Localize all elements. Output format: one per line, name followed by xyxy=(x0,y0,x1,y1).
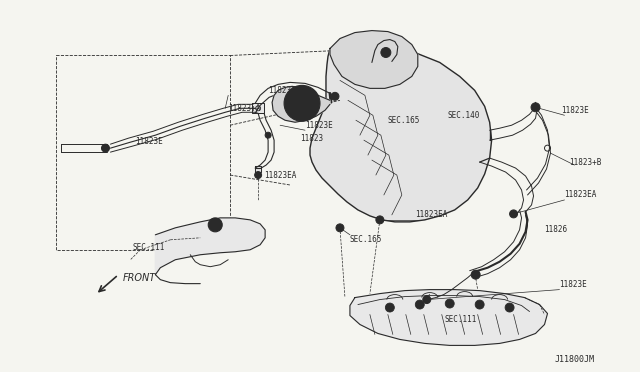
Text: 11823+A: 11823+A xyxy=(228,104,260,113)
Circle shape xyxy=(284,86,320,121)
Polygon shape xyxy=(156,218,265,275)
Circle shape xyxy=(423,296,431,304)
Text: 11826: 11826 xyxy=(545,225,568,234)
Circle shape xyxy=(445,299,454,308)
Text: 11823E: 11823E xyxy=(136,137,163,146)
Text: 11823E: 11823E xyxy=(561,106,589,115)
Polygon shape xyxy=(330,31,418,89)
Polygon shape xyxy=(350,290,547,346)
Polygon shape xyxy=(255,166,261,172)
Circle shape xyxy=(336,224,344,232)
Text: SEC.140: SEC.140 xyxy=(448,111,480,120)
Text: SEC.111: SEC.111 xyxy=(132,243,164,252)
Text: 11823EA: 11823EA xyxy=(415,211,447,219)
Circle shape xyxy=(265,132,271,138)
Circle shape xyxy=(376,216,384,224)
Text: 11823E: 11823E xyxy=(559,280,588,289)
Circle shape xyxy=(290,92,314,115)
Circle shape xyxy=(505,303,514,312)
Text: SEC.165: SEC.165 xyxy=(350,235,382,244)
Text: 11823E: 11823E xyxy=(305,121,333,130)
Circle shape xyxy=(255,171,262,179)
Circle shape xyxy=(509,210,518,218)
Circle shape xyxy=(381,48,391,58)
Text: SEC.111: SEC.111 xyxy=(445,315,477,324)
Circle shape xyxy=(103,146,108,151)
Text: 11823: 11823 xyxy=(300,134,323,143)
Circle shape xyxy=(531,103,540,112)
Polygon shape xyxy=(252,103,264,113)
Polygon shape xyxy=(372,39,398,62)
Polygon shape xyxy=(272,86,330,122)
Circle shape xyxy=(331,92,339,100)
Text: 11823EA: 11823EA xyxy=(564,190,597,199)
Text: FRONT: FRONT xyxy=(122,273,156,283)
Text: SEC.165: SEC.165 xyxy=(388,116,420,125)
Text: 11823+B: 11823+B xyxy=(570,158,602,167)
Text: 11823EA: 11823EA xyxy=(264,170,296,180)
Text: 11823EA: 11823EA xyxy=(268,86,301,95)
Polygon shape xyxy=(310,45,492,222)
Circle shape xyxy=(385,303,394,312)
Text: J11800JM: J11800JM xyxy=(554,355,595,364)
Circle shape xyxy=(471,270,480,279)
Circle shape xyxy=(102,144,109,152)
Circle shape xyxy=(475,300,484,309)
Circle shape xyxy=(208,218,222,232)
Circle shape xyxy=(415,300,424,309)
